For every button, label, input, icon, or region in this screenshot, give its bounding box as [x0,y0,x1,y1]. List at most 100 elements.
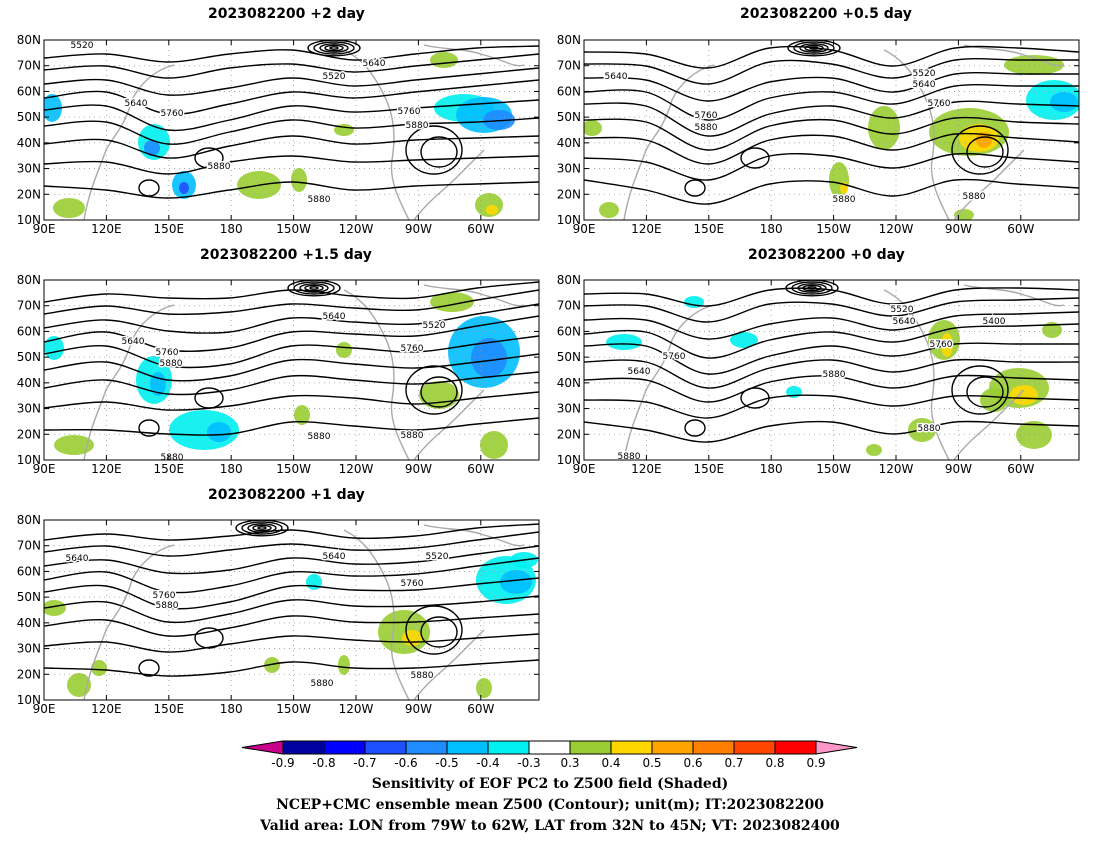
contour-label: 5640 [913,80,936,90]
colorbar-box [528,740,571,755]
geopotential-contour [44,79,539,115]
geopotential-contour [584,394,1079,419]
colorbar-label: -0.7 [353,756,376,770]
sensitivity-shading [91,660,107,676]
closed-low-contour [309,286,319,290]
lat-label: 40N [17,616,41,630]
closed-low-contour [293,281,335,295]
sensitivity-shading [44,94,62,122]
contour-label: 5640 [628,367,651,377]
closed-contour [194,147,224,169]
colorbar-box [733,740,776,755]
lat-label: 40N [557,376,581,390]
closed-low-contour [804,44,824,52]
panel-title-p4: 2023082200 +1 day [208,487,365,503]
lon-label: 60W [467,462,494,476]
contour-label: 5880 [406,121,429,131]
closed-contour [194,627,224,649]
colorbar-label: -0.4 [476,756,499,770]
geopotential-contour [584,152,1079,181]
lat-label: 70N [17,59,41,73]
geopotential-contour [44,281,539,303]
colorbar-label: 0.9 [806,756,825,770]
contour-label: 5640 [122,337,145,347]
sensitivity-shading [179,182,189,194]
lat-label: 10N [17,213,41,227]
sensitivity-shading [306,574,322,590]
lat-label: 50N [557,110,581,124]
lat-label: 70N [557,299,581,313]
sensitivity-shading [207,422,231,442]
panel-title-p1: 2023082200 +0.5 day [740,6,912,22]
geopotential-contour [584,420,1079,443]
closed-contour [684,179,706,197]
lon-label: 90E [33,222,56,236]
colorbar-label: -0.3 [517,756,540,770]
lon-label: 120E [631,462,662,476]
colorbar-label: 0.3 [560,756,579,770]
lat-label: 20N [557,187,581,201]
lat-label: 40N [17,136,41,150]
colorbar: -0.9 -0.8 -0.7 -0.6 -0.5 -0.4 -0.3 0.3 0.4 0.5 0.6… [241,740,858,770]
lat-label: 20N [17,187,41,201]
lat-label: 30N [17,162,41,176]
lon-label: 60W [467,222,494,236]
closed-contour [138,179,160,197]
closed-low-contour [799,43,829,53]
closed-contour [420,376,458,408]
contour-label: 5880 [308,195,331,205]
lon-label: 90E [33,702,56,716]
lat-label: 50N [17,590,41,604]
lat-label: 70N [17,539,41,553]
contour-label: 5760 [153,591,176,601]
contour-label: 5520 [913,69,936,79]
geopotential-contour [44,659,539,677]
figure-caption-valid-area: Valid area: LON from 79W to 62W, LAT fro… [260,818,840,834]
colorbar-label: 0.6 [683,756,702,770]
geopotential-contour [44,135,539,159]
colorbar-label: 0.5 [642,756,661,770]
lon-label: 120W [339,702,374,716]
geopotential-contour [584,342,1079,375]
lon-label: 120E [631,222,662,236]
geopotential-contour [584,57,1079,85]
contour-label: 5880 [208,162,231,172]
lat-label: 10N [557,213,581,227]
coastline [423,44,525,67]
closed-contour [951,125,1009,175]
lat-label: 60N [557,324,581,338]
colorbar-box [364,740,407,755]
geopotential-contour [44,595,539,624]
sensitivity-shading [144,140,160,156]
lon-label: 90W [945,462,972,476]
lat-label: 20N [557,427,581,441]
coastline [953,389,1025,460]
lon-label: 180 [220,702,243,716]
geopotential-contour [44,289,539,316]
sensitivity-shading [1050,92,1078,112]
lat-label: 50N [557,350,581,364]
lon-label: 120W [339,462,374,476]
lon-label: 120W [879,462,914,476]
lon-label: 150E [694,222,725,236]
lon-label: 180 [760,222,783,236]
contour-label: 5400 [983,317,1006,327]
sensitivity-shading [1016,421,1052,449]
lat-label: 30N [557,162,581,176]
colorbar-label: -0.6 [394,756,417,770]
closed-contour [740,147,770,169]
sensitivity-shading [730,332,758,348]
closed-contour [138,659,160,677]
geopotential-contour [44,67,539,96]
closed-low-contour [793,41,835,55]
contour-label: 5880 [618,452,641,462]
closed-low-contour [329,46,339,50]
closed-contour [966,376,1004,408]
contour-label: 5640 [125,99,148,109]
geopotential-contour [584,71,1079,102]
sensitivity-shading [150,372,166,396]
map-panel-p4: 5640 5640 55205760576058805880588080N70N60… [17,513,540,716]
geopotential-contour [44,523,539,541]
lon-label: 150W [816,222,851,236]
